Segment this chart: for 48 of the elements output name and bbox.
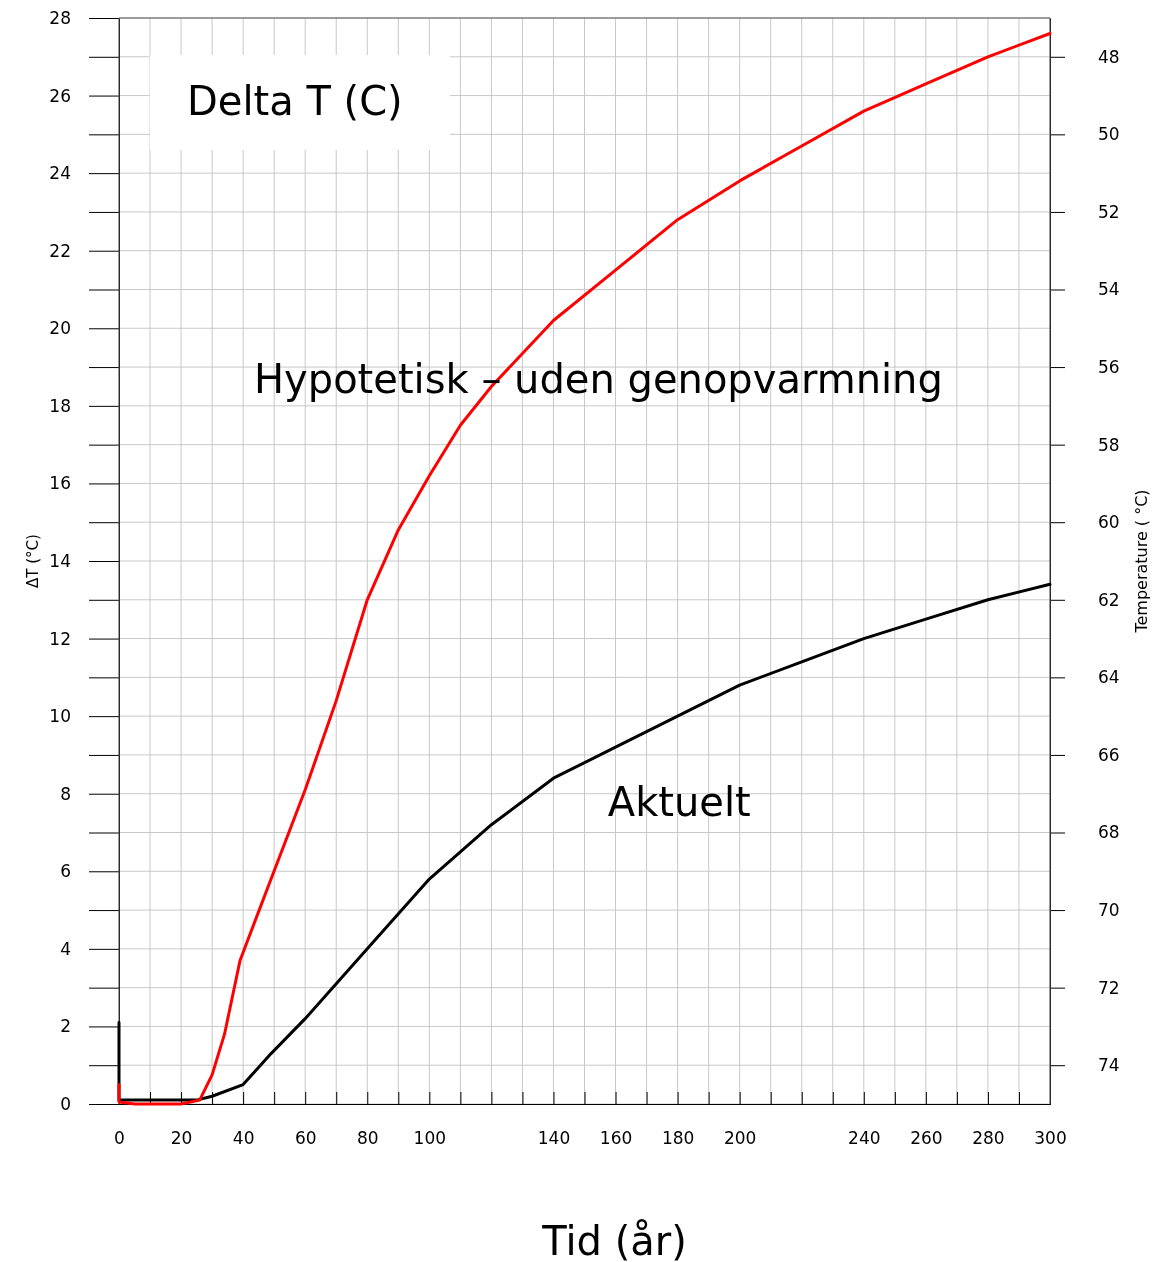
x-tick-label: 200 <box>723 1128 757 1149</box>
y2-tick-label: 60 <box>1098 512 1120 533</box>
y-tick-label: 6 <box>60 861 71 882</box>
y2-tick-label: 66 <box>1098 744 1120 765</box>
x-tick-label: 300 <box>1034 1128 1067 1149</box>
y2-tick-label: 70 <box>1098 900 1120 921</box>
x-tick-label: 60 <box>294 1128 317 1149</box>
y-tick-label: 0 <box>60 1093 71 1114</box>
y-tick-label: 20 <box>49 318 71 339</box>
y-tick-label: 10 <box>49 706 71 727</box>
x-tick-label: 20 <box>170 1128 193 1149</box>
x-tick-label: 0 <box>114 1128 125 1149</box>
y-tick-label: 24 <box>49 163 71 184</box>
y-tick-label: 8 <box>60 783 71 804</box>
y2-axis-title: Temperature ( °C) <box>1132 489 1151 634</box>
x-tick-label: 100 <box>413 1128 447 1149</box>
y-tick-label: 22 <box>49 240 71 261</box>
y2-tick-label: 56 <box>1098 357 1120 378</box>
y2-tick-label: 52 <box>1098 201 1120 222</box>
y2-tick-label: 72 <box>1098 977 1120 998</box>
x-tick-label: 80 <box>356 1128 379 1149</box>
y-tick-label: 16 <box>49 473 71 494</box>
x-tick-label: 140 <box>537 1128 571 1149</box>
y-tick-label: 28 <box>49 7 71 28</box>
y-tick-label: 12 <box>49 628 71 649</box>
y-tick-label: 26 <box>49 85 71 106</box>
y2-tick-label: 62 <box>1098 589 1120 610</box>
y2-tick-label: 54 <box>1098 279 1120 300</box>
y2-tick-label: 64 <box>1098 667 1120 688</box>
x-tick-label: 180 <box>661 1128 695 1149</box>
x-tick-label: 160 <box>599 1128 633 1149</box>
y2-tick-label: 48 <box>1098 46 1120 67</box>
text: Delta T (C) <box>187 78 403 124</box>
x-tick-label: 40 <box>232 1128 255 1149</box>
series-label: Aktuelt <box>607 779 751 826</box>
y2-tick-label: 74 <box>1098 1055 1120 1076</box>
y-tick-label: 2 <box>60 1016 71 1037</box>
y-tick-label: 18 <box>49 395 71 416</box>
x-axis-title: Tid (år) <box>541 1218 687 1262</box>
x-tick-label: 260 <box>910 1128 943 1149</box>
y2-tick-label: 68 <box>1098 822 1120 843</box>
y-axis-title: ΔT (°C) <box>24 534 42 588</box>
y2-tick-label: 50 <box>1098 124 1120 145</box>
x-tick-label: 280 <box>972 1128 1005 1149</box>
y-tick-label: 4 <box>60 938 71 959</box>
x-tick-label: 240 <box>848 1128 881 1149</box>
y2-tick-label: 58 <box>1098 434 1120 455</box>
y-tick-label: 14 <box>49 550 71 571</box>
